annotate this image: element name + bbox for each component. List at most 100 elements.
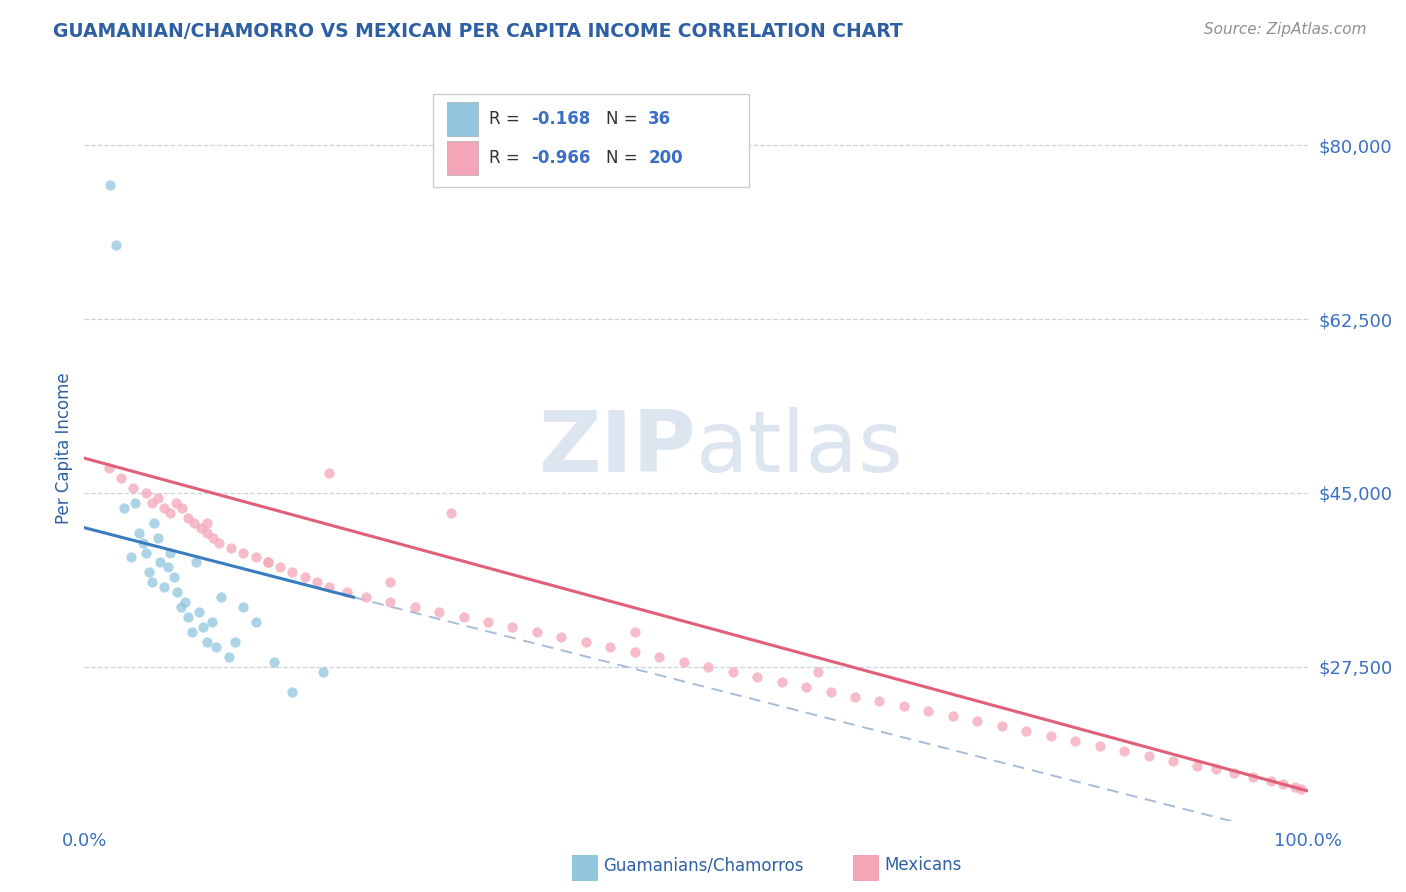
Point [526,624,548,639]
Text: 200: 200 [648,149,683,167]
Point [1205,762,1227,776]
Text: atlas: atlas [696,407,904,490]
Point [110,471,132,485]
Y-axis label: Per Capita Income: Per Capita Income [55,373,73,524]
Point [318,466,340,480]
Point [380,575,402,590]
Point [844,690,866,704]
Point [942,709,965,723]
Point [165,496,187,510]
Point [263,655,285,669]
Point [146,531,169,545]
Point [1241,770,1264,784]
Point [190,521,212,535]
Point [232,600,254,615]
Point [820,684,842,698]
Point [146,491,169,505]
Text: Guamanians/Chamorros: Guamanians/Chamorros [603,856,804,874]
Point [245,615,267,629]
Point [120,550,142,565]
Point [1088,739,1111,753]
Point [232,545,254,559]
Text: ZIP: ZIP [538,407,696,490]
Point [177,510,200,524]
Point [112,500,135,515]
Point [281,566,304,580]
Point [807,665,830,679]
Point [281,684,304,698]
Point [200,615,222,629]
Text: GUAMANIAN/CHAMORRO VS MEXICAN PER CAPITA INCOME CORRELATION CHART: GUAMANIAN/CHAMORRO VS MEXICAN PER CAPITA… [53,22,903,41]
Point [770,674,793,689]
Text: -0.966: -0.966 [531,149,591,167]
Point [966,714,988,729]
Point [208,535,231,549]
Point [209,591,232,605]
Point [218,649,240,664]
Point [219,541,242,555]
Point [624,645,647,659]
Point [869,694,891,708]
Point [224,635,246,649]
Point [502,620,524,634]
Point [172,500,194,515]
Point [245,550,267,565]
Point [747,670,769,684]
Point [195,516,218,530]
Point [550,630,572,644]
Point [135,486,157,500]
Point [132,535,155,549]
Text: R =: R = [489,149,526,167]
Point [181,624,204,639]
Point [205,640,228,654]
Point [184,556,207,570]
Point [354,591,377,605]
Point [648,649,671,664]
Point [269,560,291,574]
Point [138,566,160,580]
Point [1039,729,1062,743]
Point [991,719,1014,733]
Point [141,496,163,510]
Point [191,620,214,634]
Point [195,635,218,649]
Point [159,506,181,520]
Point [1114,744,1136,758]
Point [257,556,280,570]
Point [697,659,720,673]
Point [156,560,179,574]
Point [153,500,176,515]
Point [173,595,195,609]
Point [1223,766,1246,780]
Point [721,665,744,679]
Point [201,531,224,545]
Point [404,600,426,615]
Point [128,525,150,540]
Point [1291,781,1313,796]
Point [163,570,186,584]
Point [794,680,817,694]
Point [453,610,475,624]
Point [1064,734,1087,748]
Point [477,615,499,629]
Point [336,585,359,599]
Text: Mexicans: Mexicans [884,856,962,874]
Text: R =: R = [489,110,526,128]
Point [312,665,335,679]
Point [183,516,205,530]
Point [893,699,915,714]
Point [305,575,328,590]
Point [135,545,157,559]
Point [195,525,218,540]
Text: Source: ZipAtlas.com: Source: ZipAtlas.com [1204,22,1367,37]
Point [1284,780,1306,794]
Point [917,705,939,719]
Point [380,595,402,609]
Point [1260,773,1282,788]
Point [575,635,598,649]
Point [122,481,145,495]
Point [124,496,146,510]
Text: N =: N = [606,149,643,167]
Point [105,237,128,252]
Point [599,640,621,654]
